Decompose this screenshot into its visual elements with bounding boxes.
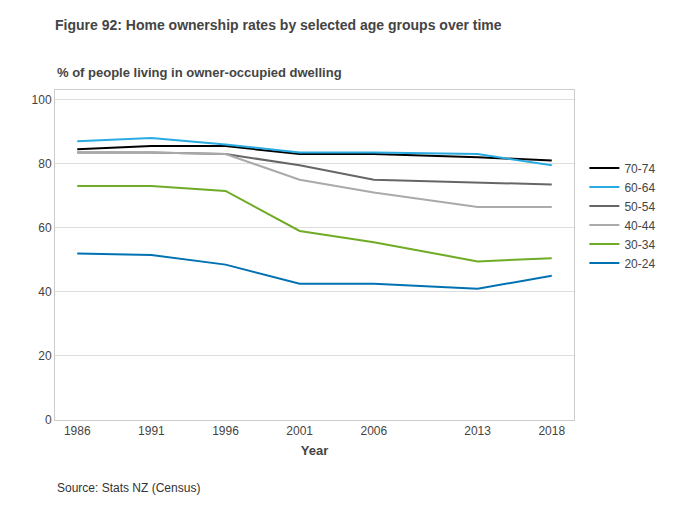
svg-text:2006: 2006 [360, 424, 387, 438]
svg-text:60-64: 60-64 [624, 181, 655, 195]
svg-text:2018: 2018 [538, 424, 565, 438]
svg-text:Year: Year [301, 443, 328, 458]
svg-text:1991: 1991 [138, 424, 165, 438]
svg-text:1986: 1986 [64, 424, 91, 438]
svg-text:% of people living in owner-oc: % of people living in owner-occupied dwe… [57, 65, 342, 80]
svg-text:Figure 92: Home ownership rate: Figure 92: Home ownership rates by selec… [55, 17, 502, 33]
svg-text:20-24: 20-24 [624, 257, 655, 271]
svg-text:Source: Stats NZ (Census): Source: Stats NZ (Census) [57, 481, 200, 495]
svg-text:80: 80 [38, 157, 52, 171]
svg-text:70-74: 70-74 [624, 162, 655, 176]
svg-text:40: 40 [38, 285, 52, 299]
svg-text:2013: 2013 [464, 424, 491, 438]
svg-text:100: 100 [32, 93, 52, 107]
svg-text:20: 20 [38, 349, 52, 363]
svg-text:2001: 2001 [286, 424, 313, 438]
svg-text:60: 60 [38, 221, 52, 235]
svg-text:50-54: 50-54 [624, 200, 655, 214]
svg-text:0: 0 [45, 413, 52, 427]
svg-text:30-34: 30-34 [624, 238, 655, 252]
svg-text:40-44: 40-44 [624, 219, 655, 233]
svg-text:1996: 1996 [212, 424, 239, 438]
